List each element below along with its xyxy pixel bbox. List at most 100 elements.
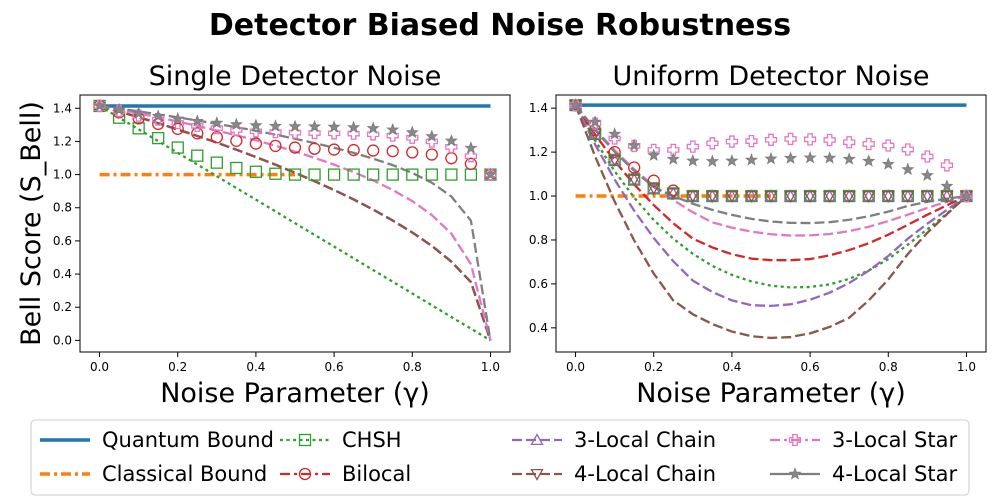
data-point-chsh xyxy=(406,168,419,181)
legend-label: 3-Local Chain xyxy=(574,428,716,452)
chart-title: Single Detector Noise xyxy=(149,61,442,92)
y-tick-label: 0.8 xyxy=(53,201,72,215)
data-point-star4 xyxy=(425,129,439,143)
x-tick-label: 0.2 xyxy=(168,360,187,374)
data-point-chsh xyxy=(171,141,184,154)
data-point-chsh xyxy=(347,168,360,181)
series-markers-chsh xyxy=(93,99,497,181)
data-point-bilocal xyxy=(647,174,660,187)
x-tick-label: 0.8 xyxy=(403,360,422,374)
series-markers-star4 xyxy=(92,99,498,181)
data-point-star3 xyxy=(667,143,680,157)
x-tick-label: 0.2 xyxy=(644,360,663,374)
data-point-bilocal xyxy=(445,152,458,165)
data-point-chsh xyxy=(327,168,341,181)
plot-area xyxy=(568,98,974,340)
data-point-star4 xyxy=(132,106,146,119)
y-tick-label: 1.4 xyxy=(53,101,72,115)
data-point-chain4 xyxy=(842,190,856,203)
legend-item-chain3: 3-Local Chain xyxy=(512,428,716,452)
data-point-star4 xyxy=(405,125,419,139)
data-point-chsh xyxy=(386,168,399,181)
data-point-bilocal xyxy=(191,127,204,140)
data-point-star4 xyxy=(568,98,583,111)
x-tick-label: 0.0 xyxy=(566,360,585,374)
data-point-star4 xyxy=(823,151,837,164)
data-point-chain4 xyxy=(627,174,641,187)
y-tick-label: 0.6 xyxy=(53,234,72,248)
data-point-bilocal xyxy=(249,137,263,150)
data-point-star4 xyxy=(920,168,934,181)
y-tick-label: 1.2 xyxy=(53,134,72,148)
data-point-star3 xyxy=(862,137,875,151)
data-point-star4 xyxy=(347,120,361,134)
data-point-chain4 xyxy=(744,190,759,203)
data-point-star3 xyxy=(706,137,719,150)
data-point-bilocal xyxy=(230,134,243,147)
data-point-bilocal xyxy=(327,143,341,156)
data-point-bilocal xyxy=(386,145,399,158)
y-tick-label: 0.2 xyxy=(53,300,72,314)
x-tick-label: 0.4 xyxy=(246,360,265,374)
data-point-star4 xyxy=(627,138,641,152)
chart-title: Uniform Detector Noise xyxy=(612,61,929,92)
data-point-chsh xyxy=(269,167,282,180)
data-point-star4 xyxy=(744,153,759,166)
legend-item-chain4: 4-Local Chain xyxy=(512,462,716,486)
data-point-bilocal xyxy=(308,142,321,155)
y-tick-label: 1.0 xyxy=(529,189,548,203)
x-tick-label: 0.0 xyxy=(90,360,109,374)
data-point-bilocal xyxy=(367,144,380,157)
data-point-star4 xyxy=(268,119,283,132)
data-point-star4 xyxy=(686,153,700,167)
y-tick-label: 0.0 xyxy=(53,333,72,347)
y-tick-label: 1.0 xyxy=(53,168,72,182)
data-point-chain4 xyxy=(764,190,778,203)
data-point-star4 xyxy=(725,153,739,167)
data-point-chsh xyxy=(152,131,165,145)
series-line-chain3 xyxy=(574,104,968,308)
legend-item-quantum: Quantum Bound xyxy=(40,428,274,452)
data-point-star4 xyxy=(666,152,680,165)
data-point-bilocal xyxy=(464,157,478,170)
data-point-star3 xyxy=(784,132,797,146)
legend-label: Bilocal xyxy=(342,462,411,486)
data-point-chain4 xyxy=(666,188,680,201)
x-axis-label: Noise Parameter (γ) xyxy=(160,378,430,409)
y-tick-label: 0.8 xyxy=(529,233,548,247)
series-line-star3 xyxy=(99,104,492,341)
data-point-star4 xyxy=(190,114,204,127)
data-point-chsh xyxy=(249,165,263,178)
data-point-star4 xyxy=(588,115,602,128)
data-point-star4 xyxy=(386,122,400,136)
data-point-star4 xyxy=(288,119,302,133)
data-point-star3 xyxy=(725,135,739,148)
data-point-star3 xyxy=(745,134,758,148)
series-line-bilocal xyxy=(574,104,967,262)
data-point-chsh xyxy=(132,122,145,135)
data-point-star3 xyxy=(882,139,895,152)
data-point-chsh xyxy=(210,156,223,169)
legend-label: CHSH xyxy=(342,428,402,452)
y-tick-label: 0.4 xyxy=(53,267,72,281)
data-point-star4 xyxy=(608,127,622,140)
plot-frame xyxy=(79,94,511,353)
data-point-star4 xyxy=(210,116,224,129)
data-point-bilocal xyxy=(210,131,223,144)
data-point-chain4 xyxy=(901,190,915,203)
y-tick-label: 0.4 xyxy=(529,321,548,335)
data-point-star4 xyxy=(307,119,322,133)
data-point-star4 xyxy=(803,150,817,164)
data-point-chain4 xyxy=(608,154,622,167)
series-line-chsh xyxy=(98,104,492,342)
data-point-star4 xyxy=(92,99,107,112)
data-point-chain4 xyxy=(823,190,837,203)
data-point-star3 xyxy=(464,150,478,163)
data-point-chain4 xyxy=(862,190,876,203)
series-line-star3 xyxy=(574,104,967,237)
legend-label: 4-Local Chain xyxy=(574,462,716,486)
data-point-bilocal xyxy=(269,139,282,153)
data-point-star4 xyxy=(862,154,876,167)
x-tick-label: 0.4 xyxy=(722,360,741,374)
data-point-star4 xyxy=(647,148,661,162)
